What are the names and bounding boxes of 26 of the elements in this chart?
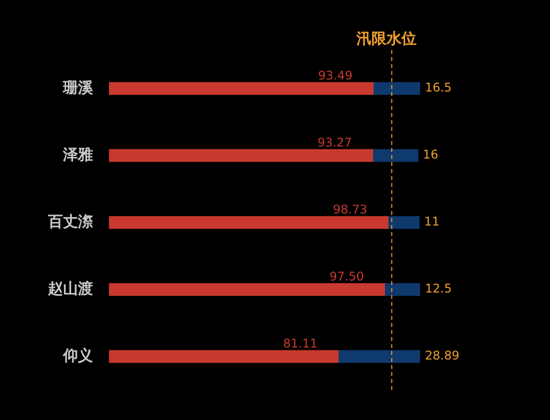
bar bbox=[109, 283, 385, 296]
data-label: 97.50 bbox=[329, 270, 364, 284]
bar bbox=[109, 216, 388, 229]
y-tick-label: 泽雅 bbox=[62, 145, 93, 164]
y-tick-label: 珊溪 bbox=[62, 78, 94, 96]
bar bbox=[384, 283, 420, 296]
data-label: 28.89 bbox=[425, 348, 460, 363]
bar bbox=[388, 216, 420, 229]
bar bbox=[372, 82, 420, 95]
bar bbox=[109, 82, 374, 95]
bar bbox=[109, 350, 339, 363]
data-label: 16.5 bbox=[424, 80, 452, 95]
bar bbox=[109, 149, 374, 162]
data-label: 81.11 bbox=[283, 336, 318, 351]
data-label: 93.27 bbox=[318, 136, 352, 150]
data-label: 16 bbox=[422, 148, 438, 162]
data-label: 11 bbox=[424, 214, 440, 229]
y-tick-label: 百丈漈 bbox=[47, 212, 94, 230]
y-tick-label: 赵山渡 bbox=[47, 279, 93, 298]
bar bbox=[338, 350, 420, 363]
data-label: 93.49 bbox=[318, 68, 352, 83]
ref-line-label: 汛限水位 bbox=[356, 29, 417, 48]
data-label: 12.5 bbox=[425, 282, 452, 296]
data-label: 98.73 bbox=[332, 202, 368, 217]
bar bbox=[372, 149, 418, 162]
y-tick-label: 仰义 bbox=[62, 346, 94, 364]
